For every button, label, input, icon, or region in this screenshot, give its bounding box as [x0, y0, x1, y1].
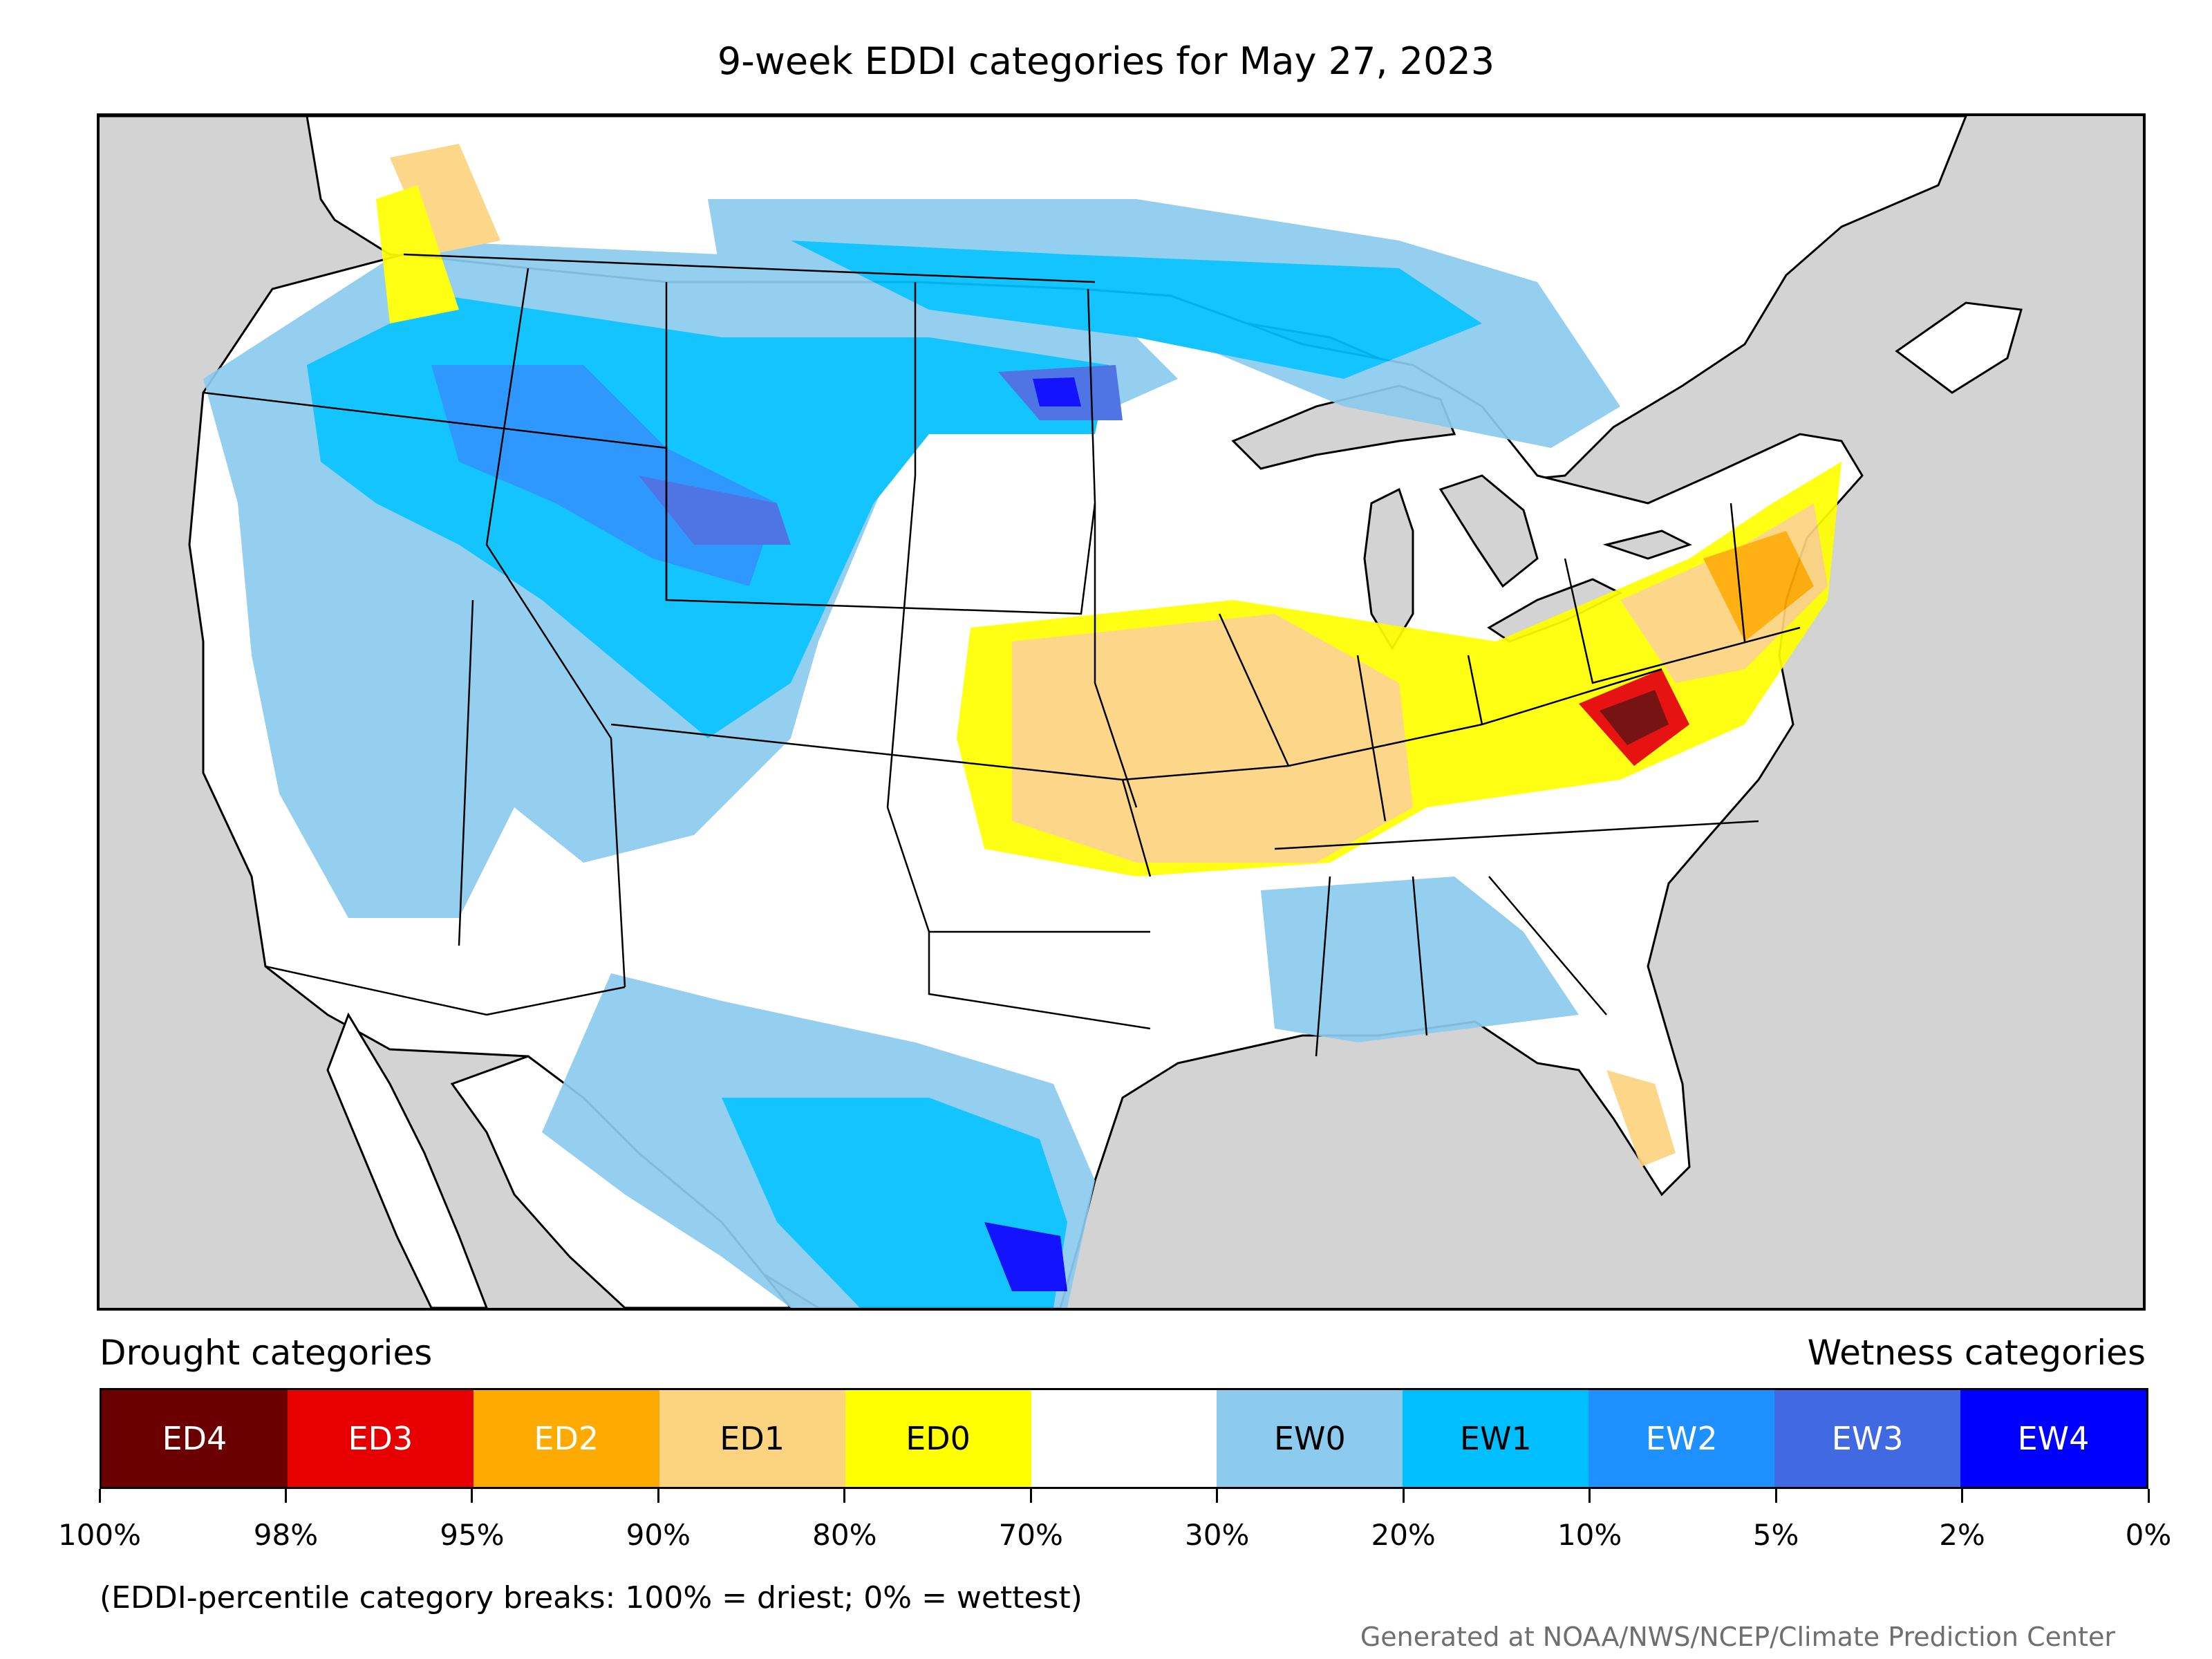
drought-categories-heading: Drought categories: [100, 1333, 433, 1373]
colorbar-tick-label: 2%: [1939, 1518, 1985, 1552]
category-neutral: [1031, 1390, 1217, 1487]
ed2-northeast: [1703, 531, 1814, 641]
category-ew3: EW3: [1774, 1390, 1961, 1487]
category-colorbar: ED4 ED3 ED2 ED1 ED0 EW0 EW1 EW2 EW3 EW4: [100, 1388, 2148, 1489]
ed1-florida: [1606, 1070, 1676, 1167]
category-ew2: EW2: [1588, 1390, 1775, 1487]
ed4-virginia: [1600, 690, 1669, 745]
eddi-map: [97, 113, 2146, 1311]
colorbar-tick-label: 80%: [812, 1518, 877, 1552]
colorbar-tick: [471, 1489, 474, 1503]
colorbar-tick: [1961, 1489, 1964, 1503]
colorbar-tick: [284, 1489, 287, 1503]
colorbar-tick-label: 98%: [253, 1518, 319, 1552]
ew1-texas: [722, 1098, 1067, 1308]
category-ed3: ED3: [287, 1390, 474, 1487]
state-boundaries: [203, 253, 1801, 1057]
ew1-canada-prairies: [791, 241, 1482, 379]
category-ed2: ED2: [473, 1390, 659, 1487]
category-ew4: EW4: [1960, 1390, 2146, 1487]
category-ed0: ED0: [845, 1390, 1031, 1487]
colorbar-tick: [1774, 1489, 1777, 1503]
colorbar-tick: [1029, 1489, 1032, 1503]
colorbar-tick-label: 90%: [626, 1518, 691, 1552]
ew4-texas-coast: [984, 1222, 1067, 1291]
category-footnote: (EDDI-percentile category breaks: 100% =…: [100, 1580, 1082, 1615]
nova-scotia: [1895, 301, 2023, 394]
colorbar-tick: [98, 1489, 101, 1503]
colorbar-tick-label: 5%: [1752, 1518, 1799, 1552]
colorbar-tick-label: 30%: [1185, 1518, 1250, 1552]
lake-huron: [1438, 474, 1539, 588]
ew3-wyoming: [639, 476, 791, 545]
wetness-categories-heading: Wetness categories: [1807, 1333, 2146, 1373]
lake-ontario: [1602, 529, 1692, 560]
colorbar-tick: [2147, 1489, 2150, 1503]
colorbar-tick-label: 10%: [1557, 1518, 1622, 1552]
colorbar-ticks: [98, 1489, 2150, 1510]
eddi-shading: [203, 144, 1841, 1308]
colorbar-tick: [1402, 1489, 1405, 1503]
colorbar-tick-label: 70%: [998, 1518, 1063, 1552]
category-ew0: EW0: [1217, 1390, 1403, 1487]
category-ed1: ED1: [659, 1390, 845, 1487]
source-credit: Generated at NOAA/NWS/NCEP/Climate Predi…: [1360, 1622, 2115, 1652]
ew4-north-dakota-core: [1033, 377, 1081, 406]
category-ew1: EW1: [1403, 1390, 1589, 1487]
colorbar-tick-label: 100%: [57, 1518, 142, 1552]
category-ed4: ED4: [102, 1390, 288, 1487]
map-title: 9-week EDDI categories for May 27, 2023: [717, 39, 1495, 83]
colorbar-tick-label: 0%: [2125, 1518, 2172, 1552]
baja-peninsula: [326, 1012, 488, 1308]
ed1-pacific-northwest: [390, 144, 500, 254]
colorbar-tick: [1588, 1489, 1591, 1503]
colorbar-tick-label: 20%: [1371, 1518, 1436, 1552]
colorbar-tick: [657, 1489, 659, 1503]
colorbar-tick: [843, 1489, 846, 1503]
colorbar-tick: [1216, 1489, 1219, 1503]
colorbar-tick-label: 95%: [440, 1518, 505, 1552]
ed1-midwest: [1012, 614, 1413, 863]
